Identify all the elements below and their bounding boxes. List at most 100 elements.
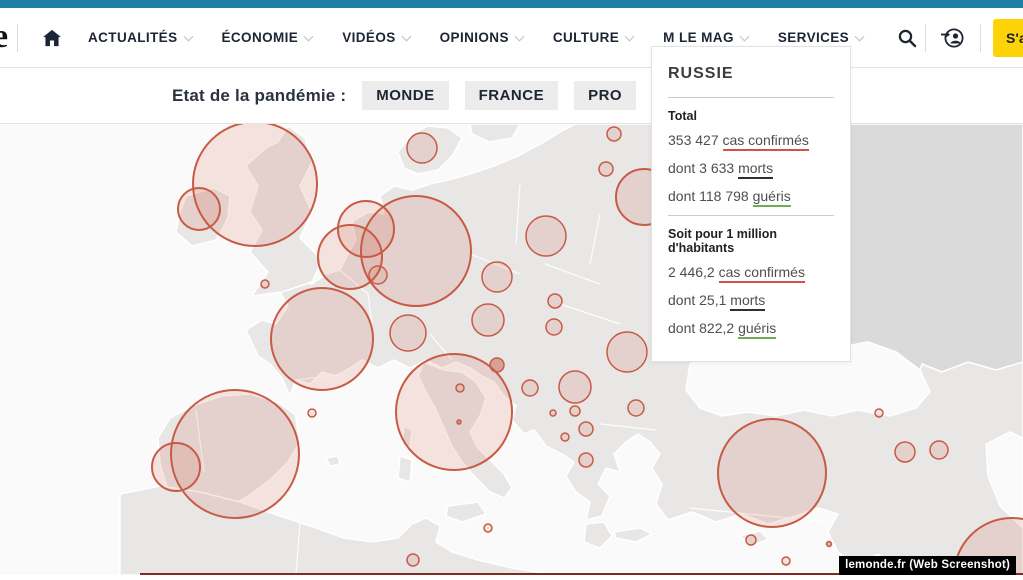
case-bubble-18[interactable] xyxy=(606,331,648,373)
tooltip-section-heading: Soit pour 1 million d'habitants xyxy=(668,227,778,255)
search-button[interactable] xyxy=(897,28,917,48)
case-bubble-12[interactable] xyxy=(525,215,567,257)
land-great-britain xyxy=(245,125,323,297)
nav-item-label: ÉCONOMIE xyxy=(221,30,299,45)
case-bubbles xyxy=(151,121,1023,580)
nav-item-label: SERVICES xyxy=(777,30,850,45)
case-bubble-19[interactable] xyxy=(170,389,300,519)
main-nav: e ACTUALITÉS ÉCONOMIE VIDÉOS OPINIONS CULTUR… xyxy=(0,8,1023,68)
stat-term: morts xyxy=(738,160,774,179)
case-bubble-16[interactable] xyxy=(547,293,563,309)
case-bubble-31[interactable] xyxy=(569,405,581,417)
chevron-down-icon xyxy=(305,31,314,40)
case-bubble-29[interactable] xyxy=(558,370,592,404)
login-button[interactable] xyxy=(940,25,966,51)
land-crete xyxy=(613,527,653,543)
pandemic-map[interactable] xyxy=(0,121,1023,580)
pandemic-scope-button-france[interactable]: FRANCE xyxy=(464,81,559,110)
case-bubble-32[interactable] xyxy=(578,421,594,437)
nav-item-3[interactable]: OPINIONS xyxy=(440,30,525,45)
stat-value: dont 25,1 xyxy=(668,292,731,308)
lemonde-logo-partial[interactable]: e xyxy=(0,18,9,55)
case-bubble-39[interactable] xyxy=(825,540,833,548)
case-bubble-34[interactable] xyxy=(578,452,594,468)
stat-value: dont 118 798 xyxy=(668,188,753,204)
chevron-down-icon xyxy=(856,31,865,40)
bottom-red-line xyxy=(140,573,1023,575)
case-bubble-38[interactable] xyxy=(781,556,791,566)
case-bubble-2[interactable] xyxy=(406,132,438,164)
case-bubble-6[interactable] xyxy=(368,265,388,285)
chevron-down-icon xyxy=(185,31,194,40)
nav-item-6[interactable]: SERVICES xyxy=(778,30,865,45)
case-bubble-1[interactable] xyxy=(177,187,221,231)
case-bubble-33[interactable] xyxy=(560,432,570,442)
nav-divider xyxy=(17,23,18,52)
home-icon xyxy=(43,29,61,46)
case-bubble-30[interactable] xyxy=(549,409,557,417)
case-bubble-42[interactable] xyxy=(929,440,949,460)
search-icon xyxy=(898,29,917,47)
chevron-down-icon xyxy=(516,31,525,40)
case-bubble-41[interactable] xyxy=(894,441,916,463)
land-peloponnese xyxy=(583,521,613,549)
subscribe-button[interactable]: S'a xyxy=(992,18,1023,57)
case-bubble-14[interactable] xyxy=(598,161,614,177)
pandemic-scope-button-monde[interactable]: MONDE xyxy=(362,81,449,110)
case-bubble-23[interactable] xyxy=(456,419,462,425)
land-cyprus xyxy=(739,530,769,547)
case-bubble-10[interactable] xyxy=(481,261,513,293)
case-bubble-26[interactable] xyxy=(483,523,493,533)
tooltip-stat-row: dont 118 798 guéris xyxy=(668,187,834,207)
tooltip-stat-row: dont 822,2 guéris xyxy=(668,319,834,339)
login-icon xyxy=(940,27,964,48)
pandemic-scope-button-pro[interactable]: PRO xyxy=(574,81,637,110)
nav-right: S'a xyxy=(924,8,1023,67)
tooltip-country-name: RUSSIE xyxy=(668,65,734,82)
nav-item-5[interactable]: M LE MAG xyxy=(663,30,750,45)
nav-item-4[interactable]: CULTURE xyxy=(553,30,635,45)
case-bubble-36[interactable] xyxy=(717,418,827,528)
tooltip-section-heading: Total xyxy=(668,109,697,123)
tooltip-stat-row: dont 3 633 morts xyxy=(668,159,834,179)
tooltip-stat-row: 2 446,2 cas confirmés xyxy=(668,263,834,283)
tooltip-sections: Total 353 427 cas confirmés dont 3 633 mor… xyxy=(668,97,834,339)
case-bubble-25[interactable] xyxy=(307,408,317,418)
case-bubble-8[interactable] xyxy=(270,287,374,391)
case-bubble-27[interactable] xyxy=(406,553,420,567)
pandemic-bar: Etat de la pandémie : MONDE FRANCE PRO xyxy=(0,68,1023,124)
top-accent-bar xyxy=(0,0,1023,8)
land-italy xyxy=(417,361,513,499)
stat-term: morts xyxy=(730,292,766,311)
nav-item-0[interactable]: ACTUALITÉS xyxy=(88,30,194,45)
watermark-label: lemonde.fr (Web Screenshot) xyxy=(839,556,1016,575)
case-bubble-11[interactable] xyxy=(471,303,505,337)
case-bubble-35[interactable] xyxy=(627,399,645,417)
home-button[interactable] xyxy=(42,29,62,47)
case-bubble-13[interactable] xyxy=(606,126,622,142)
stat-value: dont 3 633 xyxy=(668,160,739,176)
nav-divider xyxy=(924,23,926,52)
stat-term: cas confirmés xyxy=(722,132,809,151)
nav-item-1[interactable]: ÉCONOMIE xyxy=(222,30,315,45)
case-bubble-28[interactable] xyxy=(521,379,539,397)
nav-item-label: ACTUALITÉS xyxy=(88,30,178,45)
land-balearic xyxy=(325,455,341,467)
case-bubble-5[interactable] xyxy=(360,195,472,307)
nav-item-2[interactable]: VIDÉOS xyxy=(342,30,411,45)
case-bubble-21[interactable] xyxy=(395,353,513,471)
case-bubble-17[interactable] xyxy=(545,318,563,336)
case-bubble-7[interactable] xyxy=(260,279,270,289)
case-bubble-37[interactable] xyxy=(745,534,757,546)
tooltip-divider xyxy=(668,97,834,98)
case-bubble-24[interactable] xyxy=(489,357,505,373)
nav-item-label: VIDÉOS xyxy=(342,30,396,45)
case-bubble-9[interactable] xyxy=(389,314,427,352)
case-bubble-0[interactable] xyxy=(192,121,318,247)
case-bubble-20[interactable] xyxy=(151,442,201,492)
nav-item-label: M LE MAG xyxy=(663,30,734,45)
tooltip-section-0: Total 353 427 cas confirmés dont 3 633 mor… xyxy=(668,109,834,207)
case-bubble-22[interactable] xyxy=(455,383,465,393)
case-bubble-40[interactable] xyxy=(874,408,884,418)
stat-term: cas confirmés xyxy=(718,264,805,283)
